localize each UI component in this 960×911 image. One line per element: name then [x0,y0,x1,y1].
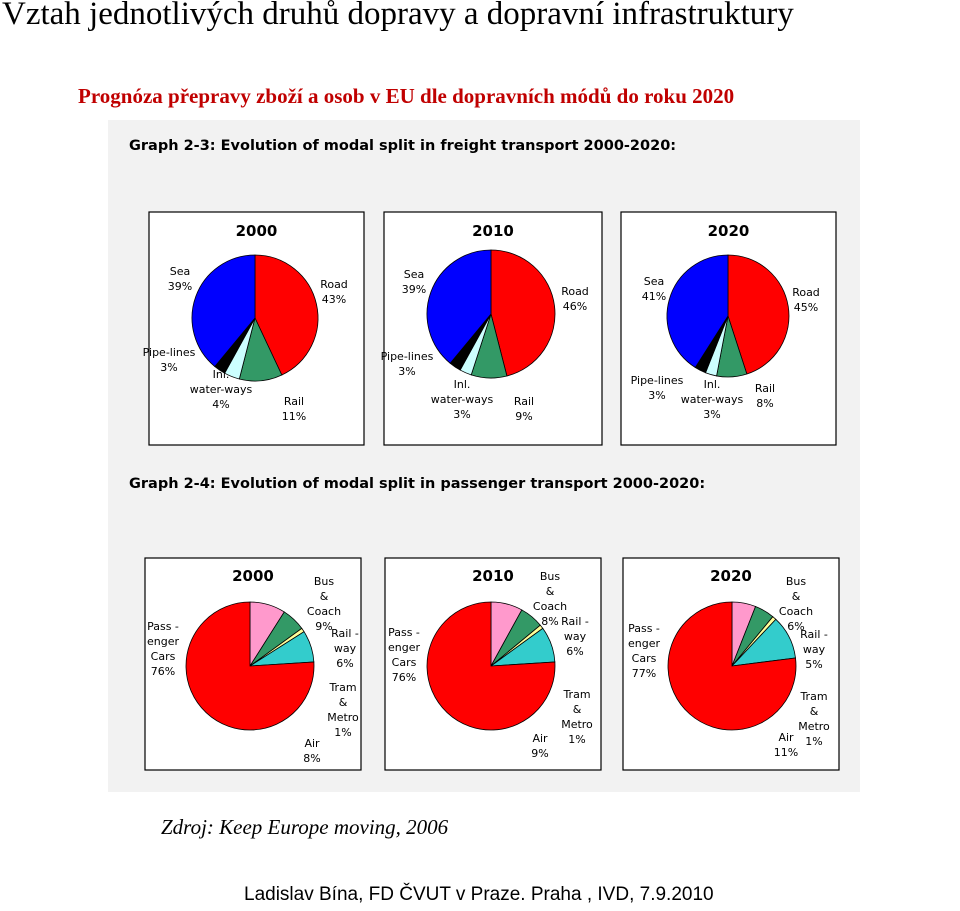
freight-2000-label-road: Road 43% [320,278,348,306]
passenger-2010-label-air: Air 9% [531,732,548,760]
freight-2020-label-inl-water-ways: Inl. water-ways 3% [681,378,744,421]
freight-2010-chart-title: 2010 [472,222,514,240]
freight-2010-label-pipe-lines: Pipe-lines 3% [381,350,434,378]
pie-charts-svg: Graph 2-3: Evolution of modal split in f… [129,138,840,771]
passenger-graph-heading: Graph 2-4: Evolution of modal split in p… [129,476,705,492]
freight-2000-label-sea: Sea 39% [168,265,192,293]
source-note: Zdroj: Keep Europe moving, 2006 [161,815,449,839]
passenger-2020-label-tram-metro: Tram & Metro 1% [798,690,830,748]
freight-2020-label-sea: Sea 41% [642,275,666,303]
freight-2020-slice-sea [666,254,729,369]
freight-2010-label-sea: Sea 39% [402,268,426,296]
passenger-2000-label-air: Air 8% [303,737,320,765]
freight-2010-label-inl-water-ways: Inl. water-ways 3% [431,378,494,421]
passenger-2020-pie-chart: 2020 Bus & Coach 6%Rail -way 5% Tram & Metro 1%Ai… [622,557,840,771]
passenger-2010-slice-pass-enger-cars [426,601,556,731]
passenger-2010-label-tram-metro: Tram & Metro 1% [561,688,593,746]
freight-2020-label-rail: Rail 8% [755,382,775,410]
passenger-2010-label-rail-way: Rail -way 6% [561,615,589,658]
passenger-2000-label-tram-metro: Tram & Metro 1% [327,681,359,739]
freight-2020-pie-chart: 2020 Road 45% Rail 8% Inl. water-ways 3%Pipe-li… [620,211,837,446]
passenger-2020-label-pass-enger-cars: Pass -enger Cars 77% [628,622,660,680]
passenger-2000-slice-pass-enger-cars [185,601,315,731]
passenger-2010-chart-title: 2010 [472,567,514,585]
page-title: Vztah jednotlivých druhů dopravy a dopra… [2,0,794,32]
passenger-2010-label-bus-coach: Bus & Coach 8% [533,570,567,628]
passenger-2020-label-air: Air 11% [774,731,798,759]
freight-2020-label-road: Road 45% [792,286,820,314]
modal-split-figure: Graph 2-3: Evolution of modal split in f… [108,120,860,792]
freight-2020-label-pipe-lines: Pipe-lines 3% [631,374,684,402]
freight-2010-label-rail: Rail 9% [514,395,534,423]
page-subtitle: Prognóza přepravy zboží a osob v EU dle … [78,84,735,108]
freight-2010-label-road: Road 46% [561,285,589,313]
freight-2000-slice-road [254,254,319,376]
freight-2000-slice-sea [191,254,256,368]
freight-2000-pie-chart: 2000 Road 43% Rail 11% Inl. water-ways 4%Pipe-l… [143,211,365,446]
freight-2000-label-pipe-lines: Pipe-lines 3% [143,346,196,374]
freight-2000-chart-title: 2000 [236,222,278,240]
freight-2010-pie-chart: 2010 Road 46% Rail 9% Inl. water-ways 3%Pipe-li… [381,211,603,446]
footer-credit: Ladislav Bína, FD ČVUT v Praze. Praha , … [244,884,714,905]
passenger-2000-pie-chart: 2000 Bus & Coach 9%Rail -way 6% Tram & Metro 1%Ai… [144,557,362,771]
freight-graph-heading: Graph 2-3: Evolution of modal split in f… [129,138,676,154]
passenger-2000-label-bus-coach: Bus & Coach 9% [307,575,341,633]
freight-2020-slice-road [727,254,790,375]
freight-2010-slice-road [490,249,556,377]
passenger-2010-label-pass-enger-cars: Pass -enger Cars 76% [388,626,420,684]
passenger-2020-label-rail-way: Rail -way 5% [800,628,828,671]
passenger-2000-label-rail-way: Rail -way 6% [331,627,359,670]
freight-2010-slice-sea [426,249,492,364]
freight-2020-chart-title: 2020 [708,222,750,240]
freight-2000-label-inl-water-ways: Inl. water-ways 4% [190,368,253,411]
passenger-2000-chart-title: 2000 [232,567,274,585]
passenger-2000-label-pass-enger-cars: Pass -enger Cars 76% [147,620,179,678]
freight-2000-label-rail: Rail 11% [282,395,306,423]
passenger-2020-label-bus-coach: Bus & Coach 6% [779,575,813,633]
passenger-2020-slice-pass-enger-cars [667,601,797,731]
passenger-2010-pie-chart: 2010 Bus & Coach 8% Rail -way 6% Tram & Metro 1% Ai… [384,557,602,771]
passenger-2020-chart-title: 2020 [710,567,752,585]
